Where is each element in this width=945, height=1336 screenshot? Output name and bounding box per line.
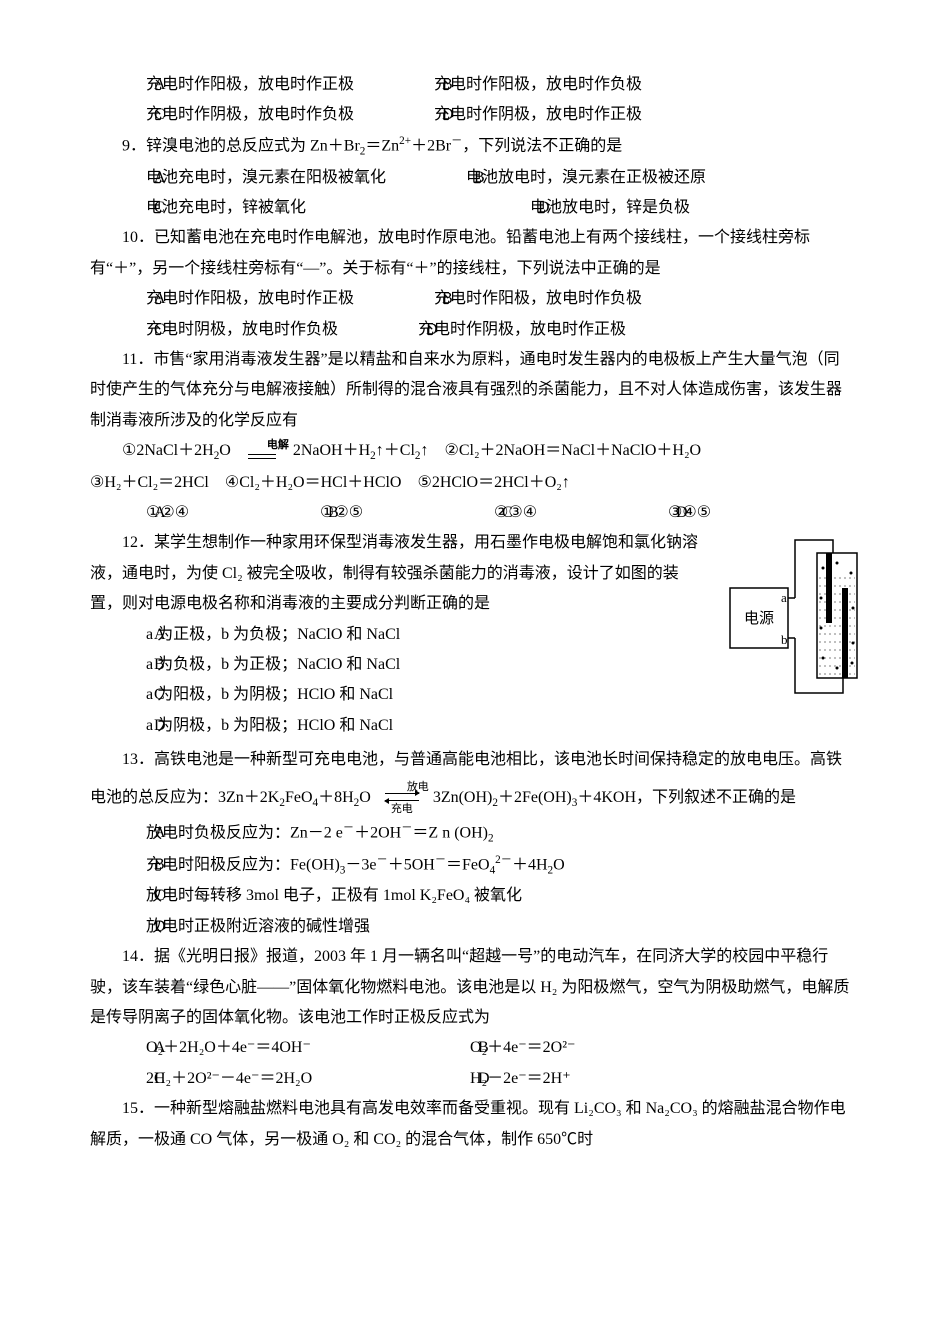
- q12-opt-c: Ca 为阳极，b 为阴极；HClO 和 NaCl: [90, 680, 705, 710]
- q11-stem: 11．市售“家用消毒液发生器”是以精盐和自来水为原料，通电时发生器内的电极板上产…: [90, 345, 855, 436]
- q11-options: A①②④ B①②⑤ C②③④ D③④⑤: [90, 498, 855, 528]
- q12-opt-b: Ba 为负极，b 为正极；NaClO 和 NaCl: [90, 650, 705, 680]
- q10-stem: 10．已知蓄电池在充电时作电解池，放电时作原电池。铅蓄电池上有两个接线柱，一个接…: [90, 223, 855, 284]
- q8-opt-b: B充电时作阳极，放电时作负极: [378, 70, 642, 100]
- q10-opt-c: C充电时阴极，放电时作负极: [90, 315, 338, 345]
- q9-options-2: C电池充电时，锌被氧化 D电池放电时，锌是负极: [90, 193, 855, 223]
- q9-opt-b: B电池放电时，溴元素在正极被还原: [410, 163, 706, 193]
- q10-opt-a: A充电时作阳极，放电时作正极: [90, 284, 354, 314]
- q9-options: A电池充电时，溴元素在阳极被氧化 B电池放电时，溴元素在正极被还原: [90, 163, 855, 193]
- q11-opt-a: A①②④: [90, 498, 240, 528]
- q10-options: A充电时作阳极，放电时作正极 B充电时作阳极，放电时作负极: [90, 284, 855, 314]
- q14-num: 14．: [122, 948, 154, 965]
- q10-opt-b: B充电时作阳极，放电时作负极: [378, 284, 642, 314]
- q9-opt-a: A电池充电时，溴元素在阳极被氧化: [90, 163, 386, 193]
- q12-opt-d: Da 为阴极，b 为阳极；HClO 和 NaCl: [90, 711, 705, 741]
- q11-opt-b: B①②⑤: [264, 498, 414, 528]
- q13-stem: 13．高铁电池是一种新型可充电电池，与普通高能电池相比，该电池长时间保持稳定的放…: [90, 741, 855, 818]
- q14-opt-a: AO₂＋2H₂O＋4e⁻＝4OH⁻: [90, 1033, 390, 1063]
- q8-options-2: C充电时作阴极，放电时作负极 D充电时作阴极，放电时作正极: [90, 100, 855, 130]
- q11-opt-c: C②③④: [438, 498, 588, 528]
- q8-a-text: 充电时作阳极，放电时作正极: [146, 76, 354, 93]
- svg-text:a: a: [781, 590, 787, 605]
- q10-options-2: C充电时阴极，放电时作负极 D充电时作阴极，放电时作正极: [90, 315, 855, 345]
- q12-num: 12．: [122, 534, 154, 551]
- q9-opt-d: D电池放电时，锌是负极: [474, 193, 690, 223]
- q12-stem: 12．某学生想制作一种家用环保型消毒液发生器，用石墨作电极电解饱和氯化钠溶液，通…: [90, 528, 705, 619]
- q11-eq-row1: ①2NaCl＋2H2O 电解 2NaOH＋H2↑＋Cl2↑ ②Cl₂＋2NaOH…: [90, 436, 855, 467]
- q8-opt-a: A充电时作阳极，放电时作正极: [90, 70, 354, 100]
- q8-b-text: 充电时作阳极，放电时作负极: [434, 76, 642, 93]
- q11-num: 11．: [122, 351, 153, 368]
- q8-options: A充电时作阳极，放电时作正极 B充电时作阳极，放电时作负极: [90, 70, 855, 100]
- q14-opt-c: C2H₂＋2O²⁻－4e⁻＝2H₂O: [90, 1064, 390, 1094]
- diagram-svg: 电源 a b: [725, 528, 865, 708]
- q12-opt-a: Aa 为正极，b 为负极；NaClO 和 NaCl: [90, 620, 705, 650]
- q10-opt-d: D充电时作阴极，放电时作正极: [362, 315, 626, 345]
- q8-c-text: 充电时作阴极，放电时作负极: [146, 106, 354, 123]
- q9-opt-c: C电池充电时，锌被氧化: [90, 193, 450, 223]
- q15-stem: 15．一种新型熔融盐燃料电池具有高发电效率而备受重视。现有 Li₂CO₃ 和 N…: [90, 1094, 855, 1155]
- q14-options: AO₂＋2H₂O＋4e⁻＝4OH⁻ BO₂＋4e⁻＝2O²⁻: [90, 1033, 855, 1063]
- q15-num: 15．: [122, 1100, 154, 1117]
- q8-opt-c: C充电时作阴极，放电时作负极: [90, 100, 354, 130]
- svg-text:b: b: [781, 632, 788, 647]
- q13-num: 13．: [122, 751, 154, 768]
- q14-stem: 14．据《光明日报》报道，2003 年 1 月一辆名叫“超越一号”的电动汽车，在…: [90, 942, 855, 1033]
- q14-opt-b: BO₂＋4e⁻＝2O²⁻: [414, 1033, 575, 1063]
- q8-opt-d: D充电时作阴极，放电时作正极: [378, 100, 642, 130]
- q13-opt-d: D放电时正极附近溶液的碱性增强: [90, 912, 855, 942]
- q9-stem: 9．锌溴电池的总反应式为 Zn＋Br2＝Zn2+＋2Br－，下列说法不正确的是: [90, 131, 855, 163]
- q11-eq-row2: ③H₂＋Cl₂＝2HCl ④Cl₂＋H₂O＝HCl＋HClO ⑤2HClO＝2H…: [90, 468, 855, 498]
- q14-opt-d: DH₂－2e⁻＝2H⁺: [414, 1064, 571, 1094]
- electrolysis-diagram: 电源 a b: [725, 528, 865, 719]
- q13-opt-b: B充电时阳极反应为：Fe(OH)3－3e－＋5OH－＝FeO42－＋4H2O: [90, 850, 855, 882]
- svg-text:电源: 电源: [744, 610, 774, 627]
- q10-num: 10．: [122, 229, 154, 246]
- q14-options-2: C2H₂＋2O²⁻－4e⁻＝2H₂O DH₂－2e⁻＝2H⁺: [90, 1064, 855, 1094]
- q13-opt-a: A放电时负极反应为：Zn－2 e－＋2OH－＝Z n (OH)2: [90, 818, 855, 850]
- q13-opt-c: C放电时每转移 3mol 电子，正极有 1mol K₂FeO₄ 被氧化: [90, 881, 855, 911]
- q11-opt-d: D③④⑤: [612, 498, 762, 528]
- q12-block: 电源 a b 12．某学生想制作一种家用环保型消毒液发生器，用石墨作电极电解饱和氯化…: [90, 528, 855, 741]
- q9-num: 9．: [122, 137, 146, 154]
- q8-d-text: 充电时作阴极，放电时作正极: [434, 106, 642, 123]
